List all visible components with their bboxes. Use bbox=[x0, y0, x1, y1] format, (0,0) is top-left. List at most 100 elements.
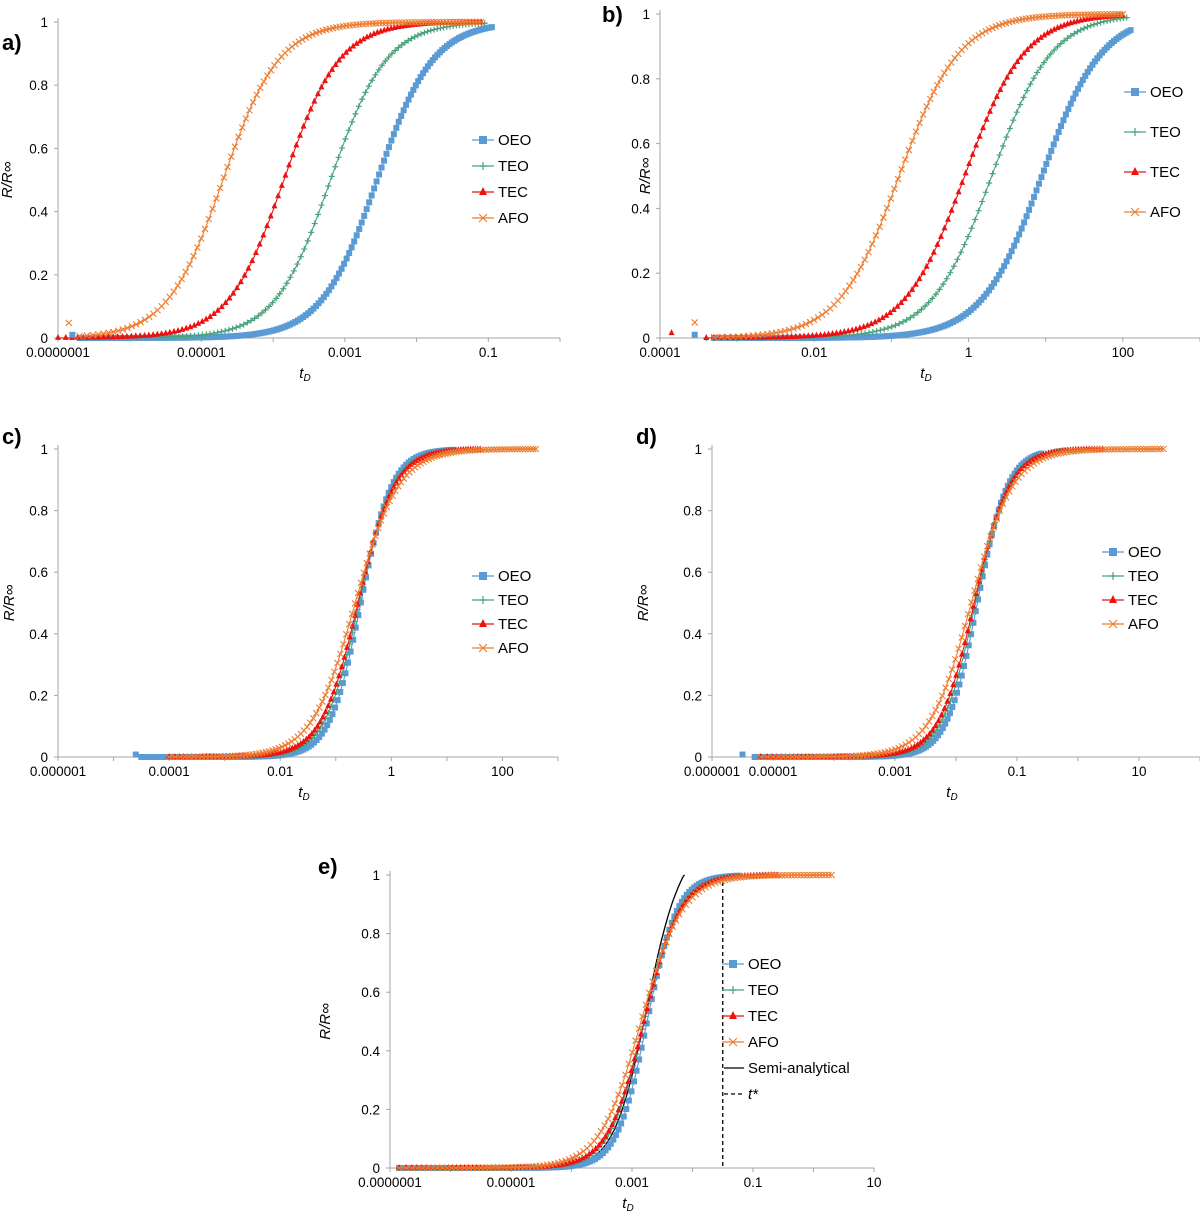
data-point bbox=[300, 122, 307, 129]
data-point bbox=[368, 192, 375, 199]
data-point bbox=[819, 871, 826, 879]
data-point bbox=[305, 32, 313, 40]
data-point bbox=[1027, 42, 1034, 49]
data-point bbox=[1105, 446, 1112, 453]
legend-marker bbox=[478, 643, 488, 653]
data-point bbox=[1102, 446, 1109, 453]
data-point bbox=[1009, 474, 1016, 481]
data-point bbox=[986, 107, 993, 114]
data-point bbox=[331, 668, 338, 676]
data-point bbox=[952, 197, 959, 204]
data-point bbox=[332, 163, 339, 170]
data-point bbox=[1044, 55, 1051, 62]
x-tick-label: 0.0001 bbox=[639, 345, 680, 360]
data-point bbox=[748, 333, 755, 340]
x-axis-title: tD bbox=[298, 784, 309, 803]
legend-item-oeo: OEO bbox=[1124, 84, 1183, 101]
data-point bbox=[944, 715, 951, 722]
data-point bbox=[199, 317, 206, 324]
data-point bbox=[348, 244, 355, 251]
data-point bbox=[605, 1127, 612, 1134]
legend-label: TEO bbox=[498, 592, 529, 609]
data-point bbox=[942, 684, 949, 692]
data-point bbox=[964, 627, 971, 634]
data-point bbox=[1010, 62, 1017, 69]
data-point bbox=[271, 202, 278, 209]
y-tick-label: 0.4 bbox=[29, 627, 48, 642]
data-point bbox=[662, 938, 670, 946]
data-point bbox=[339, 52, 346, 59]
data-point bbox=[942, 720, 949, 727]
data-point bbox=[397, 478, 405, 486]
data-point bbox=[623, 1105, 630, 1112]
data-point bbox=[444, 449, 452, 457]
legend-marker bbox=[1131, 88, 1139, 96]
series-oeo bbox=[751, 450, 1045, 760]
data-point bbox=[306, 719, 314, 727]
data-point bbox=[256, 84, 264, 92]
data-point bbox=[990, 523, 998, 531]
data-point bbox=[637, 1030, 644, 1037]
data-point bbox=[930, 248, 937, 255]
data-point bbox=[938, 692, 946, 700]
legend-item-tec: TEC bbox=[472, 616, 528, 633]
data-point bbox=[362, 89, 369, 96]
x-axis-title: tD bbox=[946, 784, 957, 803]
data-point bbox=[838, 292, 846, 300]
data-point bbox=[359, 96, 366, 103]
legend-item-tec: TEC bbox=[472, 184, 528, 201]
data-point bbox=[440, 18, 447, 26]
data-point bbox=[1021, 219, 1028, 226]
data-point bbox=[620, 1113, 627, 1120]
x-axis-title-main: t bbox=[622, 1195, 627, 1212]
data-point bbox=[1060, 117, 1067, 124]
series-line bbox=[399, 875, 738, 1169]
data-point bbox=[145, 331, 152, 338]
data-point-outlier bbox=[69, 331, 76, 338]
data-point bbox=[455, 448, 463, 455]
data-point bbox=[218, 328, 225, 335]
data-point bbox=[647, 992, 654, 999]
legend-marker bbox=[1108, 619, 1118, 629]
data-point bbox=[297, 739, 304, 746]
y-axis-title: R/R∞ bbox=[0, 161, 16, 198]
legend-label: TEC bbox=[1128, 592, 1158, 609]
legend-label: AFO bbox=[498, 640, 529, 657]
data-point bbox=[388, 137, 395, 144]
data-point bbox=[187, 323, 194, 330]
x-axis-title: tD bbox=[920, 365, 931, 384]
data-point bbox=[276, 290, 283, 297]
panel-label: d) bbox=[636, 424, 657, 449]
data-point bbox=[784, 871, 792, 879]
data-point bbox=[366, 199, 373, 206]
data-point bbox=[466, 447, 474, 454]
data-point bbox=[888, 323, 895, 330]
data-point bbox=[979, 573, 986, 580]
data-point bbox=[1005, 488, 1013, 495]
x-tick-label: 100 bbox=[491, 764, 514, 779]
legend-marker bbox=[1109, 572, 1117, 580]
data-point bbox=[233, 324, 240, 331]
series-afo bbox=[76, 18, 485, 340]
data-point bbox=[961, 663, 968, 670]
data-point bbox=[635, 1025, 643, 1033]
data-point bbox=[968, 225, 975, 232]
data-point bbox=[267, 212, 274, 219]
data-point bbox=[610, 1136, 617, 1143]
data-point bbox=[307, 105, 314, 112]
data-point bbox=[1067, 32, 1074, 39]
data-point bbox=[975, 596, 982, 603]
data-point bbox=[901, 295, 908, 302]
data-point bbox=[1074, 28, 1081, 35]
data-point bbox=[314, 90, 321, 97]
legend-item-afo: AFO bbox=[472, 210, 529, 227]
data-point bbox=[1058, 123, 1065, 130]
data-point bbox=[372, 71, 379, 78]
data-point bbox=[905, 146, 913, 154]
data-point bbox=[391, 487, 399, 495]
data-point bbox=[325, 71, 332, 78]
data-point bbox=[920, 269, 927, 276]
data-point bbox=[357, 579, 365, 587]
data-point bbox=[801, 332, 808, 339]
data-point bbox=[951, 655, 959, 663]
